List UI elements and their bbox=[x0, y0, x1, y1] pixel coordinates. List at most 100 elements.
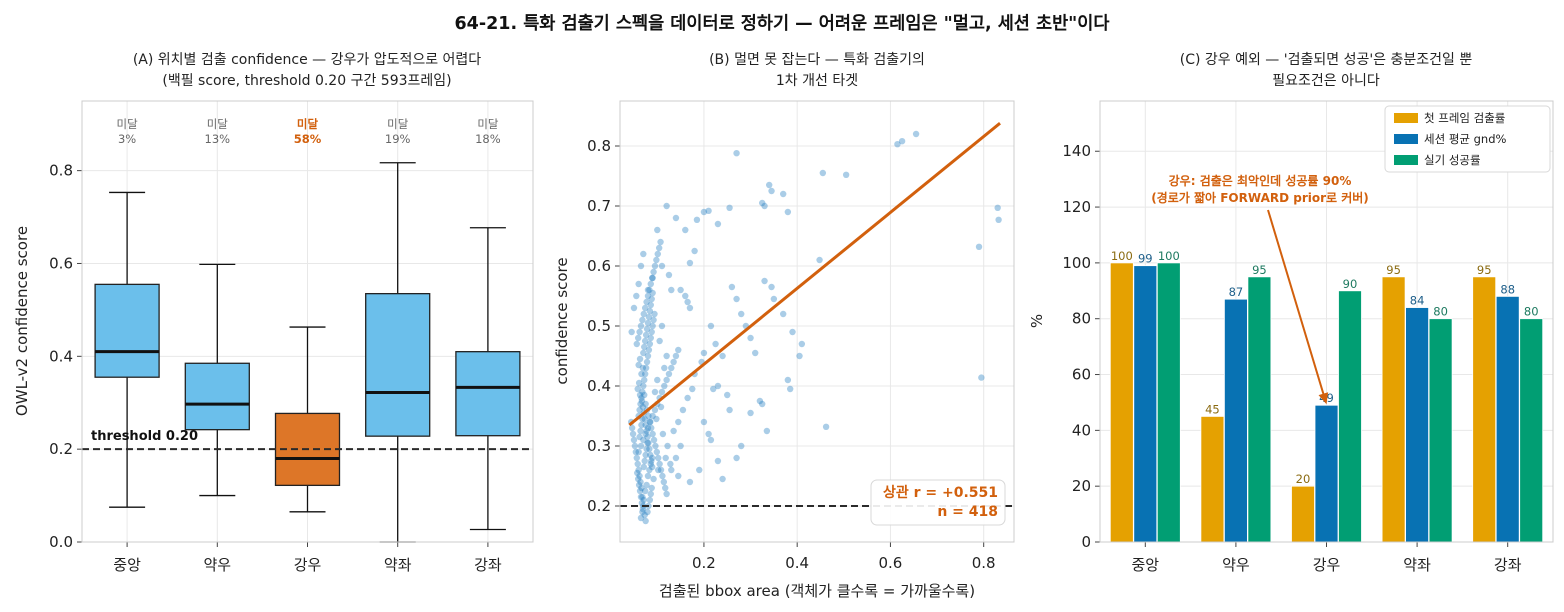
panel-b-scatter-point bbox=[636, 487, 644, 495]
panel-b-scatter-point bbox=[667, 460, 674, 468]
panel-b-title-line1: (B) 멀면 못 잡는다 — 특화 검출기의 bbox=[709, 52, 925, 68]
panel-b-scatter-point bbox=[714, 382, 722, 390]
panel-b-scatter-point bbox=[994, 204, 1001, 211]
panel-b-scatter-point bbox=[648, 457, 655, 465]
panel-a-annotation-label: 미달 bbox=[477, 117, 499, 131]
panel-b-scatter-point bbox=[657, 238, 664, 246]
panel-c-bar-label: 95 bbox=[1477, 263, 1492, 277]
panel-a-xtick-label: 약우 bbox=[203, 556, 231, 574]
panel-b-scatter-point bbox=[784, 376, 792, 384]
panel-a-annotation-value: 3% bbox=[118, 132, 136, 146]
panel-b-scatter-point bbox=[668, 466, 675, 474]
panel-b-scatter-point bbox=[649, 430, 656, 438]
panel-b-scatter-point bbox=[651, 310, 658, 318]
panel-b-scatter-point bbox=[649, 274, 656, 282]
panel-b-ytick-label: 0.3 bbox=[587, 437, 611, 455]
panel-b-frame bbox=[619, 100, 1015, 543]
panel-b-scatter-point bbox=[689, 385, 696, 393]
panel-b-scatter-point bbox=[640, 250, 647, 258]
panel-b-scatter-point bbox=[635, 448, 642, 456]
panel-b-scatter-point bbox=[642, 331, 650, 339]
panel-b-scatter-point bbox=[648, 463, 656, 471]
panel-c-bar bbox=[1224, 298, 1248, 543]
panel-b-scatter-point bbox=[633, 340, 640, 348]
legend-label-success: 실기 성공률 bbox=[1424, 153, 1481, 167]
panel-b-scatter-point bbox=[714, 220, 722, 228]
panel-a-title-line1: (A) 위치별 검출 confidence — 강우가 압도적으로 어렵다 bbox=[133, 52, 481, 68]
panel-b-scatter-point bbox=[655, 466, 662, 474]
panel-b-scatter-point bbox=[642, 400, 649, 408]
panel-b-scatter-point bbox=[752, 349, 759, 357]
panel-b-scatter-point bbox=[686, 304, 694, 312]
panel-b-scatter-point bbox=[641, 304, 649, 312]
panel-b-scatter-point bbox=[646, 496, 654, 504]
panel-b-scatter-point bbox=[644, 433, 651, 441]
panel-c-bar bbox=[1405, 307, 1429, 543]
panel-b-scatter-point bbox=[659, 472, 666, 480]
panel-c-bar bbox=[1314, 404, 1339, 543]
panel-c-bar bbox=[1133, 265, 1158, 543]
panel-b-scatter-point bbox=[761, 277, 768, 285]
panel-b-scatter-point bbox=[637, 514, 645, 522]
panel-b-scatter-point bbox=[636, 406, 643, 414]
panel-b-scatter-point bbox=[658, 262, 666, 270]
panel-b-scatter-point bbox=[633, 454, 640, 462]
panel-b-scatter-point bbox=[645, 439, 652, 447]
panel-a-box bbox=[94, 283, 160, 378]
panel-b-xtick-label: 0.8 bbox=[972, 554, 996, 572]
panel-c-ytick-label: 0 bbox=[1081, 533, 1091, 551]
panel-a-box bbox=[365, 292, 431, 437]
panel-b-scatter-point bbox=[634, 475, 642, 483]
panel-b-scatter-point bbox=[665, 271, 673, 279]
panel-b-scatter-point bbox=[894, 141, 901, 148]
panel-b-scatter-point bbox=[668, 364, 675, 372]
panel-b-scatter-point bbox=[641, 370, 649, 378]
panel-b-ytick-label: 0.7 bbox=[587, 197, 611, 215]
panel-b-scatter-point bbox=[657, 466, 665, 474]
panel-b-scatter-point bbox=[638, 397, 646, 405]
panel-c-ytick-label: 100 bbox=[1062, 254, 1091, 272]
panel-a-annotation-value: 58% bbox=[294, 132, 322, 146]
panel-b-scatter-point bbox=[644, 508, 651, 516]
panel-b-scatter-point bbox=[647, 451, 654, 459]
panel-b-scatter-point bbox=[654, 376, 661, 384]
panel-b-scatter-point bbox=[635, 280, 642, 288]
legend-swatch-gnd bbox=[1394, 134, 1418, 144]
panel-c-bar bbox=[1519, 318, 1544, 543]
panel-b-scatter-point bbox=[643, 445, 650, 453]
panel-b-ytick-label: 0.8 bbox=[587, 137, 611, 155]
panel-b-scatter-point bbox=[700, 349, 708, 357]
panel-a-annotation-label: 미달 bbox=[117, 117, 139, 131]
panel-b-scatter-point bbox=[635, 379, 643, 387]
panel-b-scatter-point bbox=[648, 274, 656, 282]
panel-b-scatter-point bbox=[638, 394, 645, 402]
panel-b-scatter-point bbox=[816, 256, 823, 264]
panel-b-scatter-point bbox=[641, 376, 648, 384]
panel-b-scatter-point bbox=[662, 484, 669, 492]
panel-b-scatter-point bbox=[693, 216, 701, 223]
panel-b-scatter-point bbox=[630, 436, 638, 444]
panel-b-scatter-point bbox=[663, 376, 670, 384]
panel-b-scatter-point bbox=[644, 319, 652, 327]
legend-swatch-first-frame bbox=[1394, 113, 1418, 123]
panel-b-scatter-point bbox=[686, 478, 694, 486]
panel-b-scatter-point bbox=[648, 484, 655, 492]
panel-b-scatter-point bbox=[768, 283, 775, 291]
panel-b-scatter-point bbox=[747, 409, 754, 417]
panel-c-ytick-label: 20 bbox=[1072, 477, 1091, 495]
panel-b-scatter-point bbox=[637, 442, 645, 450]
panel-b-scatter-point bbox=[650, 316, 657, 324]
panel-b-scatter-point bbox=[663, 490, 670, 498]
panel-b-scatter-point bbox=[660, 478, 668, 486]
panel-b-scatter-point bbox=[643, 358, 651, 366]
panel-c-xtick-label: 약우 bbox=[1222, 556, 1250, 574]
panel-c-bar bbox=[1291, 485, 1315, 543]
panel-b-scatter-point bbox=[635, 481, 643, 489]
panel-b-scatter-point bbox=[644, 424, 652, 432]
panel-b-scatter-point bbox=[705, 207, 712, 214]
panel-c-bar bbox=[1495, 295, 1520, 543]
panel-c-bar-label: 45 bbox=[1205, 402, 1220, 416]
panel-b-scatter-point bbox=[635, 466, 642, 474]
panel-b-scatter-point bbox=[975, 243, 983, 250]
panel-b-scatter-point bbox=[637, 493, 645, 501]
